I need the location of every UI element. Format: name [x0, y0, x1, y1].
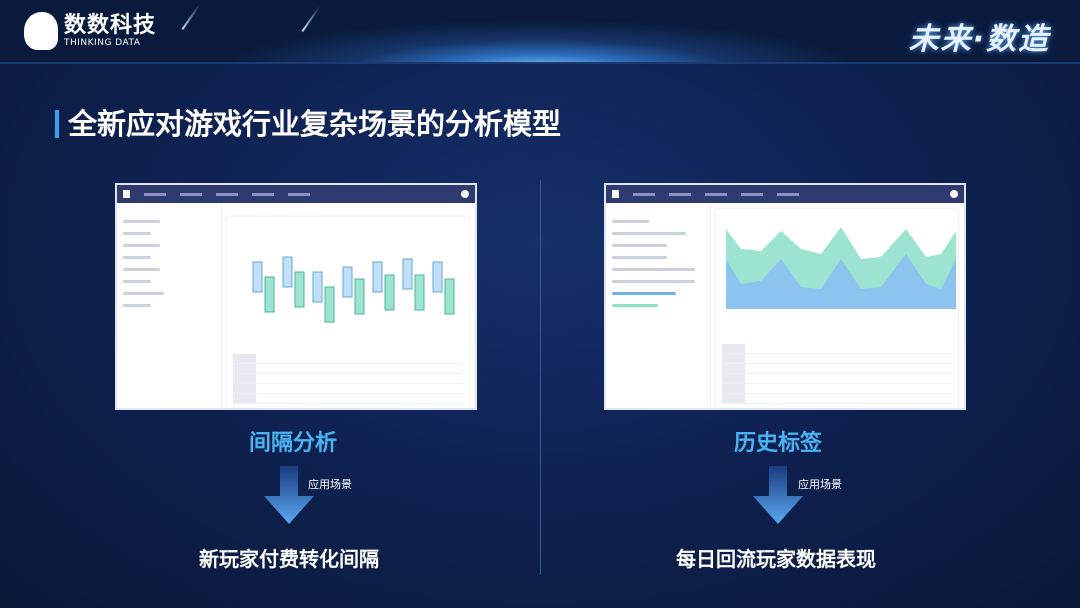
brand-name-en: THINKING DATA — [64, 38, 141, 48]
brand-logo: 数数科技 THINKING DATA — [24, 12, 156, 50]
interval-analysis-screenshot — [115, 183, 477, 410]
column-divider — [540, 180, 541, 575]
scene-label-left: 应用场景 — [308, 478, 352, 491]
header-banner: 数数科技 THINKING DATA 未来·数造 — [0, 0, 1080, 64]
slide-title: 全新应对游戏行业复杂场景的分析模型 — [68, 107, 562, 141]
title-accent-bar — [55, 110, 59, 138]
brain-head-icon — [24, 12, 58, 50]
brand-name-cn: 数数科技 — [64, 13, 157, 38]
use-case-right: 每日回流玩家数据表现 — [676, 547, 876, 571]
feature-label-history: 历史标签 — [733, 431, 822, 456]
down-arrow-icon — [753, 466, 803, 524]
scene-label-right: 应用场景 — [798, 478, 842, 491]
box-plot-thumbnail — [252, 256, 455, 323]
use-case-left: 新玩家付费转化间隔 — [199, 547, 379, 571]
history-tag-screenshot — [604, 183, 966, 410]
slogan: 未来·数造 — [908, 22, 1050, 57]
area-chart-thumbnail — [726, 227, 956, 309]
down-arrow-icon — [264, 466, 314, 524]
feature-label-interval: 间隔分析 — [248, 431, 337, 456]
